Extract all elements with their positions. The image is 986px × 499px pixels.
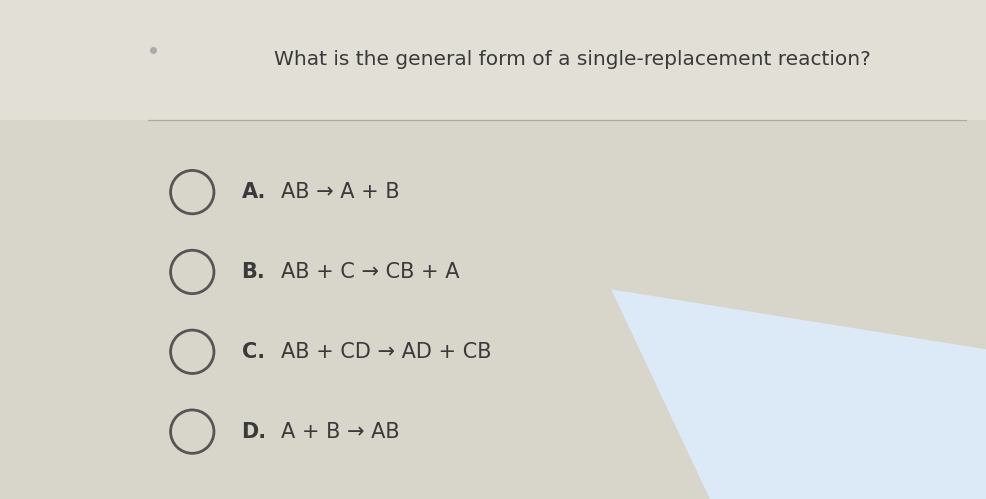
Text: B.: B. (242, 262, 265, 282)
Text: AB + C → CB + A: AB + C → CB + A (281, 262, 459, 282)
Text: D.: D. (242, 422, 266, 442)
Text: A.: A. (242, 182, 266, 202)
Polygon shape (611, 289, 986, 499)
Text: What is the general form of a single-replacement reaction?: What is the general form of a single-rep… (273, 50, 871, 69)
Text: C.: C. (242, 342, 264, 362)
Text: AB + CD → AD + CB: AB + CD → AD + CB (281, 342, 491, 362)
FancyBboxPatch shape (0, 0, 986, 120)
Text: A + B → AB: A + B → AB (281, 422, 399, 442)
Text: AB → A + B: AB → A + B (281, 182, 399, 202)
